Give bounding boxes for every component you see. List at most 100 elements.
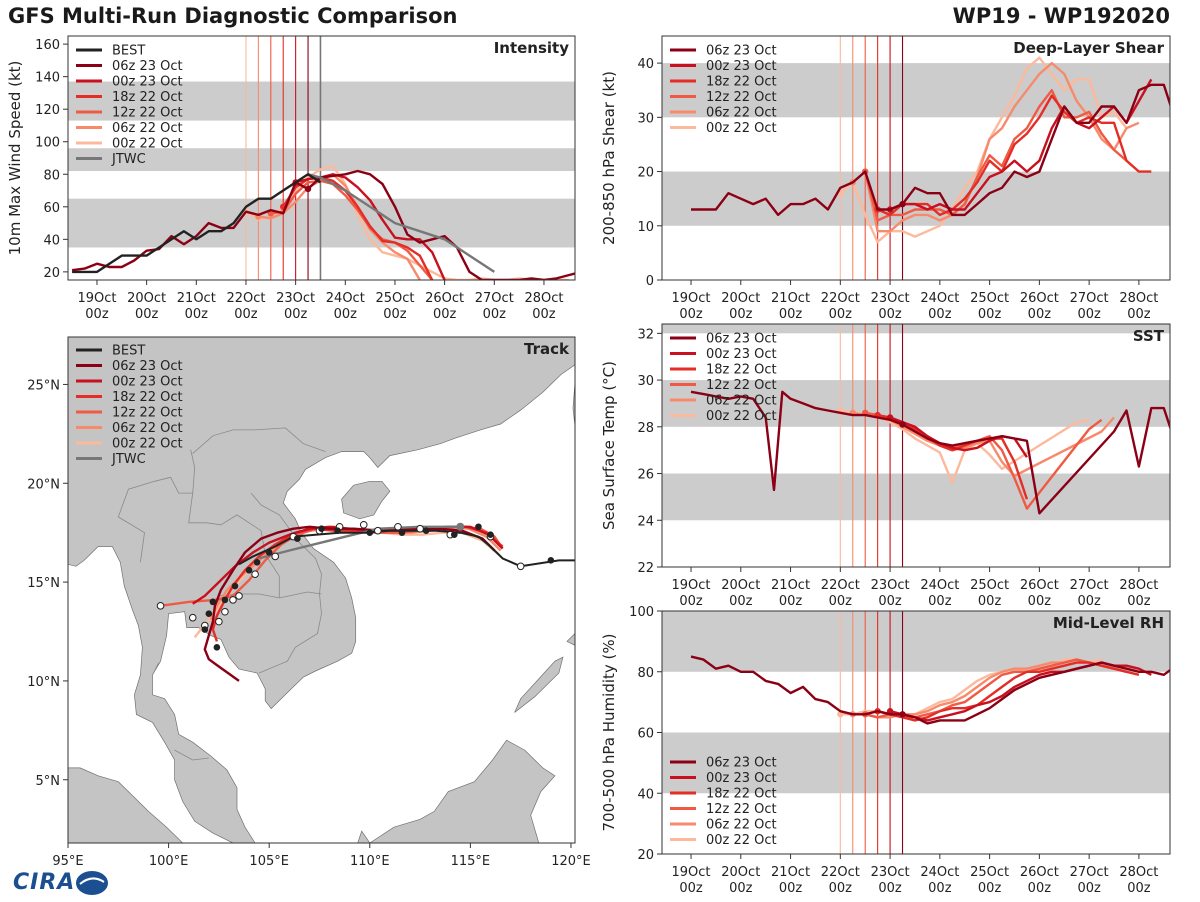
sst-legend-label-4: 06z 22 Oct: [706, 394, 777, 409]
rh-series-group: [690, 655, 1170, 725]
rh-xtick-label-6: 25Oct: [970, 865, 1009, 880]
shear-xtick-sublabel-9: 00z: [1127, 307, 1151, 322]
rh-legend-label-4: 06z 22 Oct: [706, 818, 777, 833]
country-border-4: [216, 591, 322, 610]
shear-ytick-label-3: 30: [637, 111, 654, 126]
sst-xtick-label-6: 25Oct: [970, 578, 1009, 593]
track-open-point-14: [221, 607, 229, 616]
track-xtick-label-1: 100°E: [149, 854, 189, 869]
rh-ylabel: 700-500 hPa Humidity (%): [600, 633, 618, 831]
track-filled-point-3: [450, 531, 458, 538]
shear-xtick-sublabel-4: 00z: [878, 307, 902, 322]
sst-xtick-label-3: 22Oct: [821, 578, 860, 593]
country-border-3: [250, 492, 322, 674]
track-filled-point-2: [475, 523, 482, 531]
shear-frame: [661, 35, 1171, 281]
taiwan-island: [572, 382, 575, 427]
intensity-series-group: [71, 164, 575, 280]
shear-xtick-sublabel-0: 00z: [679, 307, 703, 322]
track-filled-point-4: [422, 527, 430, 535]
track-filled-point-0: [547, 557, 555, 564]
track-legend-label-5: 06z 22 Oct: [112, 421, 183, 436]
shear-xtick-label-3: 22Oct: [821, 291, 860, 306]
shear-xtick-sublabel-8: 00z: [1077, 307, 1101, 322]
intensity-xtick-sublabel-4: 00z: [284, 307, 308, 322]
sst-legend-label-0: 06z 23 Oct: [706, 332, 777, 347]
rh-xtick-label-1: 20Oct: [721, 865, 760, 880]
shear-xtick-sublabel-7: 00z: [1028, 307, 1052, 322]
rh-ytick-label-2: 60: [637, 727, 654, 742]
rh-xtick-label-2: 21Oct: [771, 865, 810, 880]
track-jtwc-line: [258, 525, 461, 560]
track-xtick-label-4: 115°E: [451, 854, 491, 869]
intensity-ytick-label-2: 60: [43, 201, 60, 216]
sst-ytick-label-5: 32: [637, 327, 654, 342]
intensity-xtick-label-1: 20Oct: [127, 291, 166, 306]
track-filled-point-6: [366, 529, 374, 536]
track-jtwc-point: [456, 522, 465, 531]
rh-xtick-label-4: 23Oct: [871, 865, 910, 880]
sumatra-island: [68, 767, 184, 843]
sst-xtick-sublabel-4: 00z: [878, 594, 902, 609]
shear-xtick-label-6: 25Oct: [970, 291, 1009, 306]
intensity-legend-label-1: 06z 23 Oct: [112, 59, 183, 74]
rh-xtick-label-8: 27Oct: [1070, 865, 1109, 880]
rh-ytick-label-0: 20: [637, 848, 654, 863]
shear-ytick-label-4: 40: [637, 57, 654, 72]
palawan-island: [514, 656, 564, 713]
intensity-xtick-sublabel-3: 00z: [234, 307, 258, 322]
intensity-xtick-sublabel-9: 00z: [532, 307, 556, 322]
track-filled-point-12: [245, 566, 253, 574]
track-legend-label-0: BEST: [112, 344, 145, 359]
rh-legend-label-1: 00z 23 Oct: [706, 771, 777, 786]
sst-band-0: [662, 473, 1170, 521]
intensity-ytick-label-4: 100: [35, 136, 60, 151]
shear-xtick-label-1: 20Oct: [721, 291, 760, 306]
intensity-ytick-label-5: 120: [35, 103, 60, 118]
rh-xtick-sublabel-4: 00z: [878, 881, 902, 896]
track-open-point-5: [374, 526, 382, 535]
rh-chart: 2040608010019Oct00z20Oct00z21Oct00z22Oct…: [600, 605, 1171, 896]
shear-legend-label-4: 06z 22 Oct: [706, 106, 777, 121]
hainan-island: [341, 480, 391, 520]
sst-ytick-label-3: 28: [637, 421, 654, 436]
cira-logo: CIRA: [4, 868, 114, 898]
intensity-legend-label-4: 12z 22 Oct: [112, 106, 183, 121]
shear-band-1: [662, 63, 1170, 118]
sst-init-point-0: [899, 421, 906, 428]
rh-legend-label-0: 06z 23 Oct: [706, 756, 777, 771]
cira-logo-icon: [76, 871, 108, 895]
figure-title: GFS Multi-Run Diagnostic Comparison: [8, 4, 458, 28]
shear-xtick-label-7: 26Oct: [1020, 291, 1059, 306]
shear-legend-label-1: 00z 23 Oct: [706, 59, 777, 74]
track-filled-point-15: [209, 598, 217, 606]
track-xtick-label-0: 95°E: [52, 854, 83, 869]
sst-xtick-label-1: 20Oct: [721, 578, 760, 593]
shear-xtick-sublabel-2: 00z: [779, 307, 803, 322]
sst-xtick-label-2: 21Oct: [771, 578, 810, 593]
rh-xtick-label-3: 22Oct: [821, 865, 860, 880]
country-border-6: [152, 662, 159, 676]
sst-ytick-label-1: 24: [637, 514, 654, 529]
track-xtick-label-3: 110°E: [350, 854, 390, 869]
intensity-ytick-label-0: 20: [43, 266, 60, 281]
sst-legend-label-2: 18z 22 Oct: [706, 363, 777, 378]
shear-xtick-label-0: 19Oct: [672, 291, 711, 306]
track-open-point-11: [251, 570, 259, 578]
intensity-band-0: [68, 198, 575, 248]
track-open-point-15: [215, 617, 223, 626]
rh-legend-label-5: 00z 22 Oct: [706, 833, 777, 848]
track-filled-point-5: [398, 529, 406, 536]
intensity-xtick-label-8: 27Oct: [475, 291, 514, 306]
intensity-xtick-label-7: 26Oct: [425, 291, 464, 306]
sst-ytick-label-4: 30: [637, 374, 654, 389]
intensity-legend-label-2: 00z 23 Oct: [112, 75, 183, 90]
rh-legend-label-3: 12z 22 Oct: [706, 802, 777, 817]
intensity-ytick-label-6: 140: [35, 71, 60, 86]
track-filled-point-14: [221, 596, 229, 604]
track-legend-label-7: JTWC: [111, 452, 146, 467]
intensity-legend-label-6: 00z 22 Oct: [112, 137, 183, 152]
intensity-series-3: [270, 179, 434, 280]
rh-xtick-label-9: 28Oct: [1119, 865, 1158, 880]
intensity-xtick-label-3: 22Oct: [226, 291, 265, 306]
